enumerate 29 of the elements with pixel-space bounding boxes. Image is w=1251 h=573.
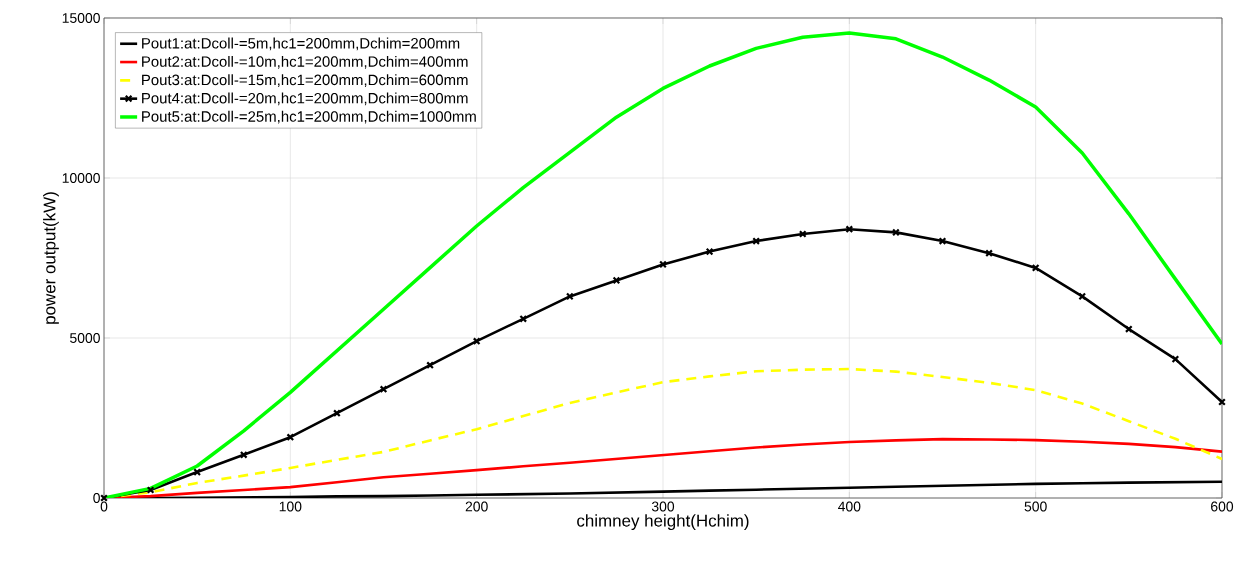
point xyxy=(472,337,481,346)
point xyxy=(286,433,295,442)
x-tick-label: 500 xyxy=(1024,501,1047,512)
point xyxy=(659,260,667,269)
x-axis-title: chimney height(Hchim) xyxy=(577,514,749,531)
x-tick-label: 0 xyxy=(100,501,108,512)
point xyxy=(239,450,248,459)
y-tick-label: 5000 xyxy=(70,333,100,343)
point xyxy=(146,486,155,494)
x-tick-label: 200 xyxy=(465,501,488,512)
legend-label: Pout4:at:Dcoll-=20m,hc1=200mm,Dchim=800mm xyxy=(142,92,468,106)
x-tick-label: 400 xyxy=(838,501,861,512)
point xyxy=(1171,355,1180,364)
x-tick-label: 600 xyxy=(1211,501,1234,512)
point xyxy=(891,228,900,237)
point xyxy=(938,237,947,245)
y-tick-label: 0 xyxy=(93,493,100,503)
point xyxy=(1031,263,1040,272)
point xyxy=(845,225,854,234)
legend-label: Pout5:at:Dcoll-=25m,hc1=200mm,Dchim=1000mm xyxy=(142,110,476,124)
legend-label: Pout1:at:Dcoll-=5m,hc1=200mm,Dchim=200mm xyxy=(142,37,460,51)
legend-label: Pout2:at:Dcoll-=10m,hc1=200mm,Dchim=400mm xyxy=(142,55,468,69)
point xyxy=(519,314,528,323)
x-tick-label: 100 xyxy=(279,501,302,512)
y-axis-title: power output(kW) xyxy=(43,192,59,324)
x-tick-label: 300 xyxy=(651,501,675,512)
y-tick-label: 15000 xyxy=(62,13,100,23)
y-tick-label: 10000 xyxy=(62,173,100,183)
legend-label: Pout3:at:Dcoll-=15m,hc1=200mm,Dchim=600mm xyxy=(142,74,468,87)
